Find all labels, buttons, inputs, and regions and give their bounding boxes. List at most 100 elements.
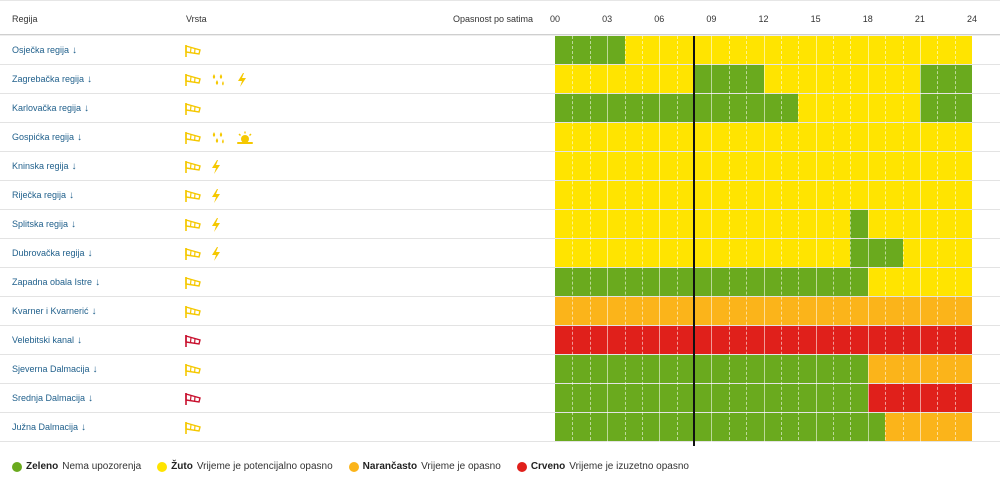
- hour-label-21: 21: [914, 14, 925, 24]
- region-link[interactable]: Južna Dalmacija ↓: [12, 421, 86, 434]
- table-row: Dubrovačka regija ↓: [0, 239, 553, 268]
- hour-label-00: 00: [549, 14, 560, 24]
- region-link[interactable]: Karlovačka regija ↓: [12, 102, 89, 115]
- region-label: Zagrebačka regija: [12, 74, 85, 84]
- wind-red-icon: [184, 334, 201, 348]
- hour-label-15: 15: [810, 14, 821, 24]
- row-divider: [0, 151, 1000, 152]
- hour-gridline: [763, 36, 765, 445]
- wind-yellow-icon: [184, 218, 201, 232]
- type-column-header: Vrsta: [186, 14, 207, 24]
- wind-yellow-icon: [184, 305, 201, 319]
- wind-yellow-icon: [184, 44, 201, 58]
- region-link[interactable]: Zagrebačka regija ↓: [12, 73, 92, 86]
- arrow-down-icon: ↓: [87, 248, 93, 259]
- hour-gridline: [954, 36, 956, 445]
- warning-type-icons: [184, 362, 201, 378]
- legend-level-name: Zeleno: [26, 461, 59, 472]
- warning-type-icons: [184, 130, 253, 146]
- region-link[interactable]: Kninska regija ↓: [12, 160, 77, 173]
- arrow-down-icon: ↓: [71, 161, 77, 172]
- hazard-segment-green: [850, 210, 868, 238]
- region-link[interactable]: Srednja Dalmacija ↓: [12, 392, 93, 405]
- legend-description: Vrijeme je potencijalno opasno: [196, 461, 333, 472]
- hour-gridline: [746, 36, 748, 445]
- row-divider: [0, 441, 1000, 442]
- wind-yellow-icon: [184, 247, 201, 261]
- row-divider: [0, 122, 1000, 123]
- table-row: Srednja Dalmacija ↓: [0, 384, 553, 413]
- legend-dot-icon: [157, 461, 168, 472]
- hour-label-09: 09: [706, 14, 717, 24]
- region-label: Riječka regija: [12, 190, 67, 200]
- thunderstorm-yellow-icon: [210, 218, 226, 232]
- warning-type-icons: [184, 188, 226, 204]
- region-link[interactable]: Gospićka regija ↓: [12, 131, 82, 144]
- arrow-down-icon: ↓: [81, 422, 87, 433]
- hour-gridline: [815, 36, 817, 445]
- table-row: Zagrebačka regija ↓: [0, 65, 553, 94]
- hour-gridline: [711, 36, 713, 445]
- wind-yellow-icon: [184, 421, 201, 435]
- hour-label-18: 18: [862, 14, 873, 24]
- arrow-down-icon: ↓: [71, 219, 77, 230]
- legend-dot-icon: [516, 461, 527, 472]
- hour-label-06: 06: [654, 14, 665, 24]
- arrow-down-icon: ↓: [69, 190, 75, 201]
- row-divider: [0, 354, 1000, 355]
- region-link[interactable]: Kvarner i Kvarnerić ↓: [12, 305, 97, 318]
- region-label: Srednja Dalmacija: [12, 393, 86, 403]
- hazard-segment-yellow: [555, 239, 851, 267]
- current-time-marker: [693, 36, 695, 446]
- region-link[interactable]: Dubrovačka regija ↓: [12, 247, 93, 260]
- region-label: Splitska regija: [12, 219, 69, 229]
- legend-level-name: Crveno: [530, 461, 566, 472]
- legend-item-orange: Narančasto Vrijeme je opasno: [348, 461, 501, 472]
- warning-type-icons: [184, 246, 226, 262]
- region-link[interactable]: Riječka regija ↓: [12, 189, 74, 202]
- region-link[interactable]: Velebitski kanal ↓: [12, 334, 82, 347]
- arrow-down-icon: ↓: [87, 74, 93, 85]
- region-label: Dubrovačka regija: [12, 248, 85, 258]
- hour-gridline: [728, 36, 730, 445]
- warning-type-icons: [184, 420, 201, 436]
- region-link[interactable]: Splitska regija ↓: [12, 218, 76, 231]
- hour-gridline: [937, 36, 939, 445]
- wind-yellow-icon: [184, 102, 201, 116]
- arrow-down-icon: ↓: [91, 306, 97, 317]
- hazard-column-header: Opasnost po satima: [453, 14, 534, 24]
- table-row: Velebitski kanal ↓: [0, 326, 553, 355]
- hazard-segment-yellow: [798, 94, 920, 122]
- warning-type-icons: [184, 43, 201, 59]
- region-link[interactable]: Sjeverna Dalmacija ↓: [12, 363, 98, 376]
- hour-gridline: [902, 36, 904, 445]
- row-divider: [0, 383, 1000, 384]
- header-divider: [0, 34, 1000, 35]
- hour-gridline: [919, 36, 921, 445]
- hazard-segment-green: [850, 239, 903, 267]
- legend-description: Nema upozorenja: [62, 461, 142, 472]
- legend-description: Vrijeme je opasno: [421, 461, 501, 472]
- table-row: Karlovačka regija ↓: [0, 94, 553, 123]
- table-row: Riječka regija ↓: [0, 181, 553, 210]
- legend-dot-icon: [12, 461, 22, 472]
- hazard-segment-yellow: [763, 65, 920, 93]
- rain-yellow-icon: [210, 73, 226, 87]
- header-divider-shadow: [0, 35, 1000, 36]
- legend-level-name: Žuto: [171, 461, 193, 472]
- region-link[interactable]: Osječka regija ↓: [12, 44, 77, 57]
- warning-type-icons: [184, 391, 201, 407]
- wind-yellow-icon: [184, 73, 201, 87]
- table-row: Kvarner i Kvarnerić ↓: [0, 297, 553, 326]
- legend-description: Vrijeme je izuzetno opasno: [569, 461, 689, 472]
- wind-yellow-icon: [184, 363, 201, 377]
- row-divider: [0, 412, 1000, 413]
- legend-item-yellow: Žuto Vrijeme je potencijalno opasno: [157, 461, 333, 472]
- region-link[interactable]: Zapadna obala Istre ↓: [12, 276, 100, 289]
- warning-type-icons: [184, 101, 201, 117]
- arrow-down-icon: ↓: [92, 364, 98, 375]
- hour-gridline: [607, 36, 609, 445]
- hazard-segment-orange: [885, 413, 972, 441]
- table-row: Južna Dalmacija ↓: [0, 413, 553, 442]
- table-row: Osječka regija ↓: [0, 36, 553, 65]
